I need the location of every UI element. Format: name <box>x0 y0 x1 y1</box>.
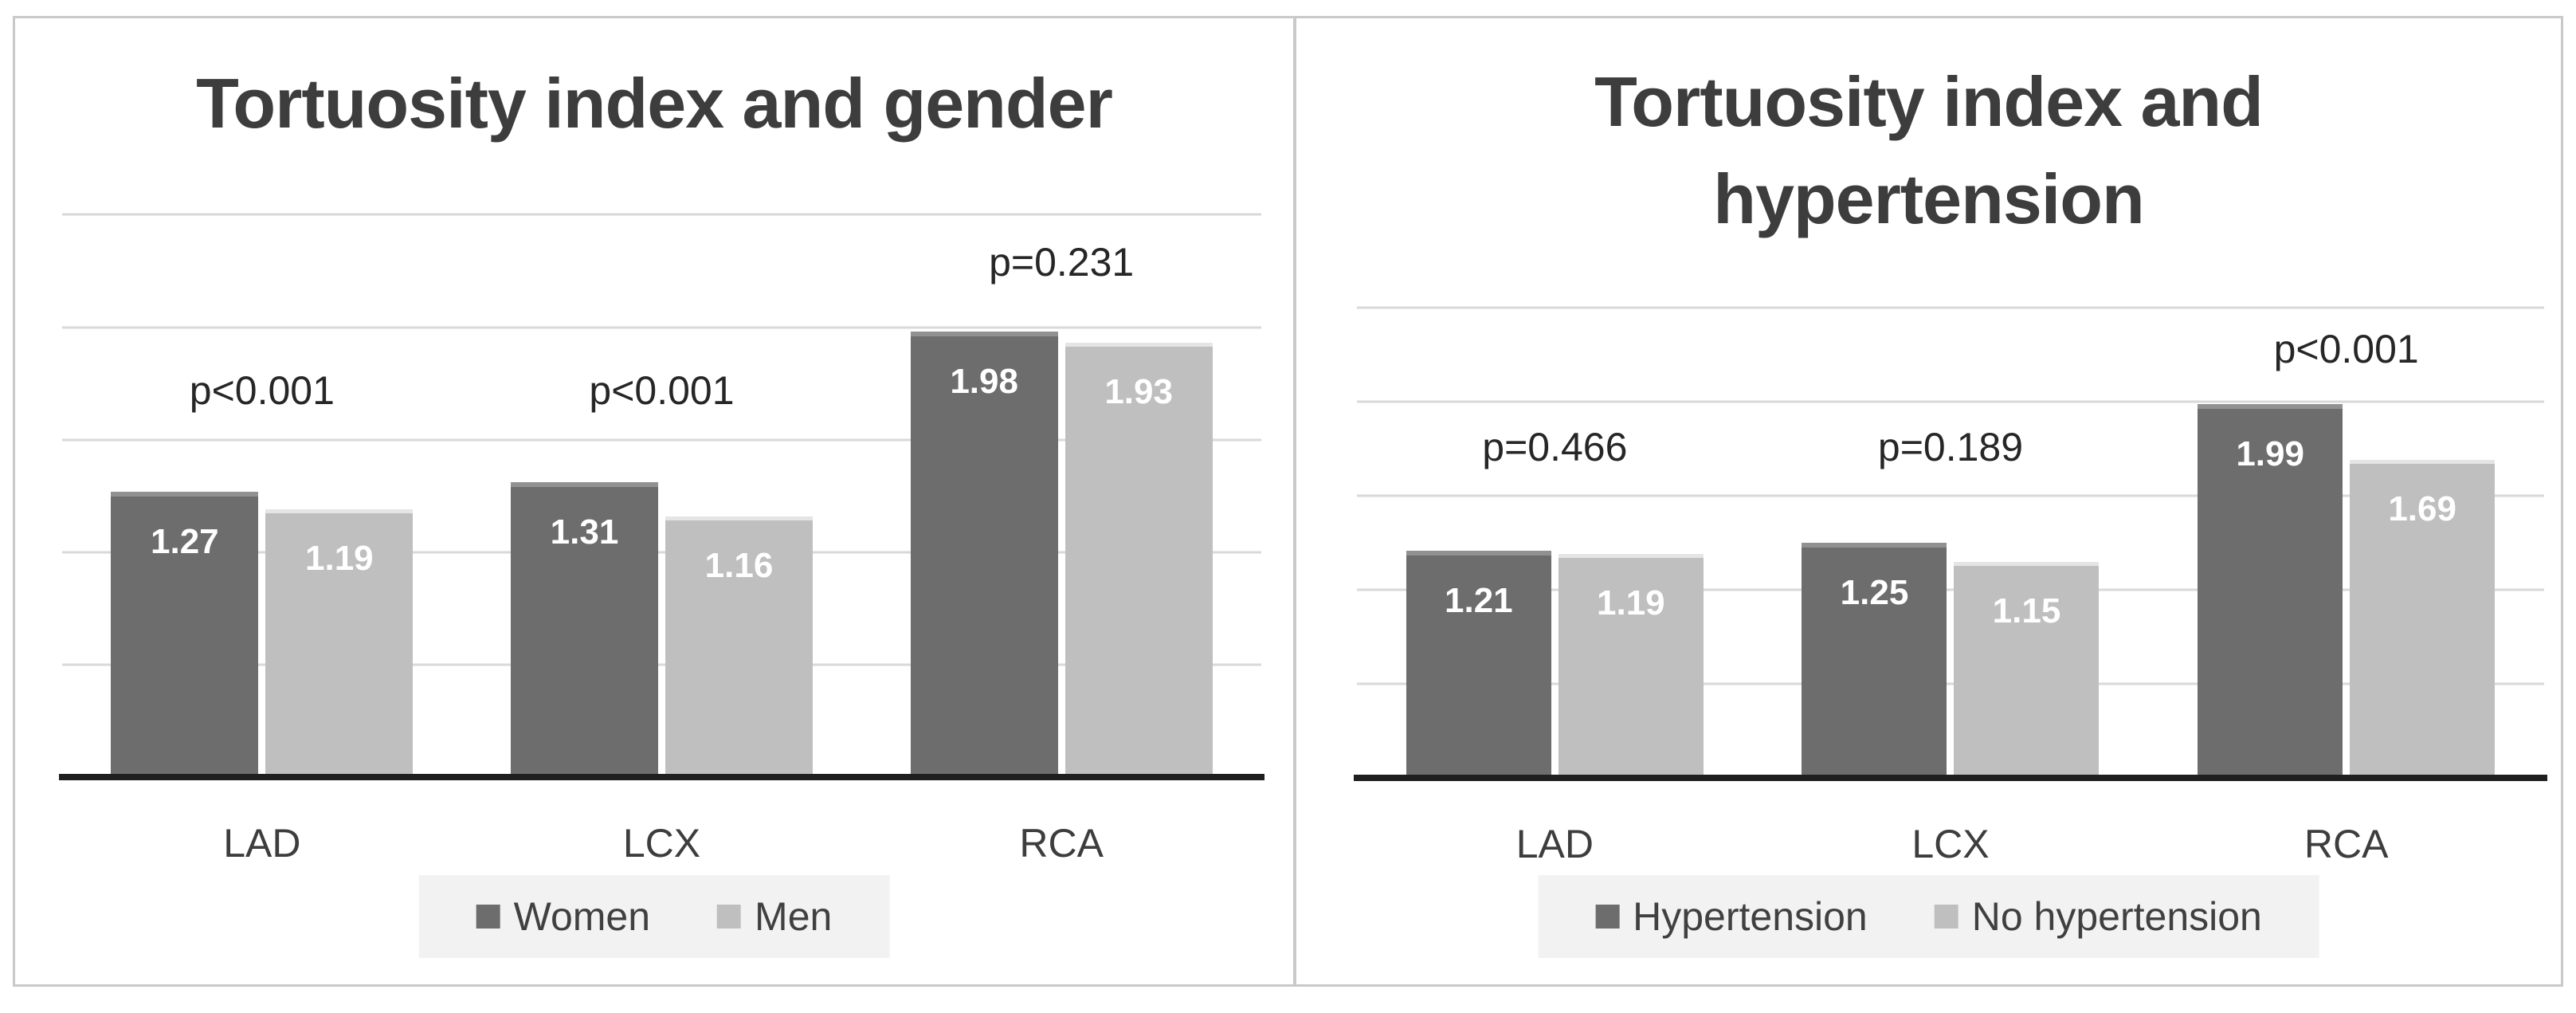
bar-value-label: 1.27 <box>151 521 219 561</box>
chart-title: Tortuosity index and hypertension <box>1594 62 2264 238</box>
gridline <box>62 663 1261 666</box>
legend-label: Hypertension <box>1633 894 1868 939</box>
legend-swatch-icon <box>717 905 742 929</box>
gridline <box>1357 400 2544 403</box>
p-value-label: p=0.189 <box>1877 424 2024 469</box>
gender-chart-panel: Tortuosity index and gender p<0.001 1.27 1… <box>13 16 1296 987</box>
legend-swatch-icon <box>1595 905 1620 929</box>
hypertension-chart-panel: Tortuosity index and hypertension p=0.46… <box>1294 16 2563 987</box>
bar-group-lcx: p<0.001 1.31 1.16 LCX <box>462 170 862 866</box>
bar-value-label: 1.19 <box>1597 583 1665 623</box>
category-label: LAD <box>223 821 301 866</box>
legend-swatch-icon <box>1934 905 1958 929</box>
bar-value-label: 1.25 <box>1840 573 1909 613</box>
bar-value-label: 1.99 <box>2236 434 2304 473</box>
bar-no-hypertension: 1.19 <box>1558 554 1704 778</box>
bar-group-rca: p=0.231 1.98 1.93 RCA <box>861 170 1261 866</box>
p-value-label: p<0.001 <box>2273 327 2419 372</box>
bar-group-lad: p=0.466 1.21 1.19 LAD <box>1357 270 1753 866</box>
bar-group-lad: p<0.001 1.27 1.19 LAD <box>62 170 462 866</box>
category-label: LCX <box>1911 822 1990 866</box>
bar-no-hypertension: 1.15 <box>1954 561 2100 778</box>
p-value-label: p=0.231 <box>989 239 1135 285</box>
legend: Women Men <box>418 875 890 958</box>
bar-hypertension: 1.25 <box>1802 543 1947 778</box>
bar-women: 1.31 <box>510 482 658 777</box>
p-value-label: p<0.001 <box>589 367 735 413</box>
gridline <box>62 213 1261 216</box>
category-label: LAD <box>1515 822 1594 866</box>
bar-value-label: 1.21 <box>1445 580 1513 620</box>
bar-women: 1.98 <box>910 332 1058 777</box>
gridline <box>62 438 1261 442</box>
bar-women: 1.27 <box>111 491 259 777</box>
bar-value-label: 1.69 <box>2388 489 2456 529</box>
legend-swatch-icon <box>476 905 500 929</box>
category-label: LCX <box>622 821 701 866</box>
category-label: RCA <box>2304 822 2389 866</box>
bar-value-label: 1.15 <box>1992 591 2061 630</box>
category-label: RCA <box>1019 821 1104 866</box>
bar-hypertension: 1.99 <box>2198 403 2343 778</box>
bar-group-rca: p<0.001 1.99 1.69 RCA <box>2148 270 2544 866</box>
plot-area: p<0.001 1.27 1.19 LAD p<0.001 1.31 1.16 LCX p=0.… <box>59 170 1264 866</box>
bar-group-lcx: p=0.189 1.25 1.15 LCX <box>1753 270 2149 866</box>
gridline <box>62 551 1261 554</box>
p-value-label: p<0.001 <box>189 367 335 413</box>
legend-item: Hypertension <box>1595 893 1868 940</box>
chart-title: Tortuosity index and gender <box>196 64 1113 143</box>
legend-item: Women <box>476 893 650 940</box>
gridline <box>1357 682 2544 685</box>
legend-item: Men <box>717 893 832 940</box>
bar-value-label: 1.93 <box>1104 372 1173 412</box>
bar-men: 1.16 <box>665 516 813 777</box>
bar-no-hypertension: 1.69 <box>2350 460 2496 778</box>
bar-hypertension: 1.21 <box>1406 550 1551 778</box>
legend-label: Women <box>513 894 651 939</box>
x-axis-line <box>59 774 1264 780</box>
bar-value-label: 1.98 <box>950 362 1018 402</box>
bar-men: 1.19 <box>265 509 414 777</box>
gridline <box>62 326 1261 329</box>
legend-item: No hypertension <box>1934 893 2262 940</box>
legend: Hypertension No hypertension <box>1538 875 2319 958</box>
p-value-label: p=0.466 <box>1482 424 1628 469</box>
plot-area: p=0.466 1.21 1.19 LAD p=0.189 1.25 1.15 LCX p<0.… <box>1354 270 2547 866</box>
bar-value-label: 1.19 <box>305 539 374 579</box>
x-axis-line <box>1354 775 2547 781</box>
gridline <box>1357 494 2544 497</box>
gridline <box>1357 588 2544 591</box>
gridline <box>1357 306 2544 309</box>
bar-value-label: 1.16 <box>704 545 774 585</box>
legend-label: Men <box>755 894 833 939</box>
legend-label: No hypertension <box>1971 894 2262 939</box>
bar-men: 1.93 <box>1065 343 1213 777</box>
bar-value-label: 1.31 <box>550 512 619 552</box>
